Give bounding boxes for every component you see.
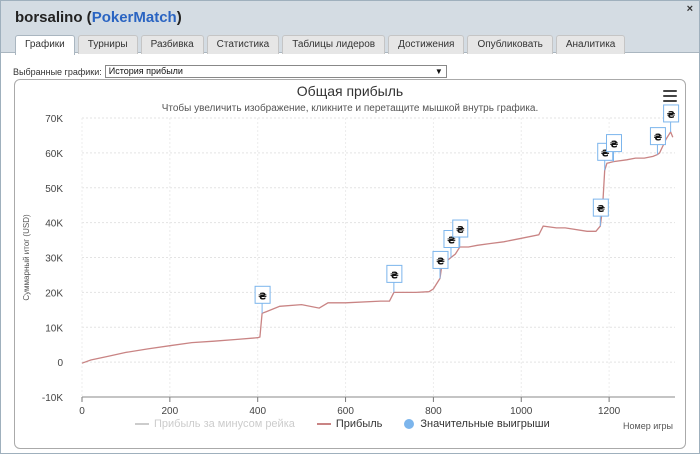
hryvnia-icon: ₴ <box>390 270 399 281</box>
tab-bar: Графики Турниры Разбивка Статистика Табл… <box>15 35 628 55</box>
chevron-down-icon: ▼ <box>434 67 443 76</box>
hryvnia-icon: ₴ <box>597 204 606 215</box>
chart-selector-label: Выбранные графики: <box>13 66 102 77</box>
big-win-flag-marker[interactable]: ₴ <box>649 127 666 155</box>
x-tick-label: 1000 <box>510 406 533 417</box>
y-tick-label: 30K <box>45 254 63 265</box>
x-tick-label: 800 <box>425 406 442 417</box>
flag-box <box>432 250 449 269</box>
tab-charts[interactable]: Графики <box>15 35 75 55</box>
hamburger-menu-icon[interactable] <box>663 90 677 102</box>
profit-chart-plot[interactable]: 70K 60K 50K 40K 30K 20K 10K 0 -10K 0 200 400 600 800 1… <box>15 80 685 448</box>
legend-label-profit: Прибыль <box>335 418 383 430</box>
legend-swatch-big-wins <box>404 419 415 429</box>
legend-swatch-net-profit <box>135 423 149 425</box>
tab-statistics[interactable]: Статистика <box>206 35 280 54</box>
y-axis-title: Суммарный итог (USD) <box>22 214 31 301</box>
legend-item-profit[interactable]: Прибыль <box>316 418 383 430</box>
big-win-flag-marker[interactable]: ₴ <box>386 264 403 293</box>
y-tick-label: 10K <box>45 323 63 334</box>
y-tick-label: 70K <box>45 114 63 125</box>
x-tick-label: 0 <box>79 406 85 417</box>
tab-tournaments[interactable]: Турниры <box>77 35 138 54</box>
tab-analytics[interactable]: Аналитика <box>555 35 626 54</box>
chart-title: Общая прибыль <box>296 83 404 99</box>
legend-label-net-profit: Прибыль за минусом рейка <box>154 418 295 430</box>
big-win-flag-marker[interactable]: ₴ <box>432 250 449 279</box>
hryvnia-icon: ₴ <box>654 133 663 144</box>
player-name: borsalino <box>15 9 83 26</box>
x-tick-label: 1200 <box>598 406 621 417</box>
hryvnia-icon: ₴ <box>447 236 456 247</box>
profit-series-line <box>81 130 674 364</box>
tab-achievements[interactable]: Достижения <box>388 35 465 54</box>
chart-selector: Выбранные графики: История прибыли ▼ <box>13 65 447 78</box>
big-win-flag-marker[interactable]: ₴ <box>254 285 271 314</box>
flag-box <box>386 264 403 283</box>
flag-box <box>606 134 623 153</box>
hryvnia-icon: ₴ <box>456 225 465 236</box>
chart-select[interactable]: История прибыли ▼ <box>104 65 447 78</box>
x-tick-label: 600 <box>337 406 354 417</box>
y-tick-label: 0 <box>57 358 63 369</box>
y-tick-label: 40K <box>45 219 63 230</box>
x-axis-title: Номер игры <box>623 421 673 431</box>
y-tick-label: 20K <box>45 288 63 299</box>
y-tick-label: 50K <box>45 184 63 195</box>
window-title: borsalino (PokerMatch) <box>15 9 182 26</box>
hryvnia-icon: ₴ <box>258 291 267 302</box>
x-tick-label: 200 <box>162 406 179 417</box>
site-link[interactable]: PokerMatch <box>91 9 177 26</box>
chart-container[interactable]: Общая прибыль Чтобы увеличить изображени… <box>14 79 686 449</box>
flag-box <box>649 127 666 146</box>
y-tick-label: 60K <box>45 149 63 160</box>
legend-label-big-wins: Значительные выигрыши <box>420 418 550 430</box>
big-win-flag-marker[interactable]: ₴ <box>606 134 623 162</box>
flag-box <box>254 285 271 304</box>
legend-swatch-profit <box>316 423 331 425</box>
flag-box <box>452 219 469 238</box>
hryvnia-icon: ₴ <box>601 148 610 159</box>
legend-item-net-profit[interactable]: Прибыль за минусом рейка <box>135 418 295 430</box>
hryvnia-icon: ₴ <box>610 140 619 151</box>
y-tick-label: -10K <box>42 393 63 404</box>
tab-leaderboards[interactable]: Таблицы лидеров <box>282 35 386 54</box>
chart-subtitle: Чтобы увеличить изображение, кликните и … <box>161 103 539 114</box>
hryvnia-icon: ₴ <box>667 110 676 121</box>
legend-item-big-wins[interactable]: Значительные выигрыши <box>404 418 550 430</box>
chart-select-value: История прибыли <box>108 66 183 76</box>
x-tick-label: 400 <box>249 406 266 417</box>
tab-breakdown[interactable]: Разбивка <box>140 35 204 54</box>
chart-legend: Прибыль за минусом рейка Прибыль Значите… <box>135 418 572 430</box>
title-bar: borsalino (PokerMatch) × Графики Турниры… <box>1 1 699 55</box>
hryvnia-icon: ₴ <box>436 256 445 267</box>
big-win-flag-marker[interactable]: ₴ <box>452 219 469 248</box>
tab-publish[interactable]: Опубликовать <box>467 35 553 54</box>
flag-box <box>592 198 609 217</box>
close-icon[interactable]: × <box>686 3 693 15</box>
big-win-flag-marker[interactable]: ₴ <box>663 104 680 132</box>
big-win-flag-marker[interactable]: ₴ <box>592 198 609 227</box>
flag-box <box>663 104 680 123</box>
